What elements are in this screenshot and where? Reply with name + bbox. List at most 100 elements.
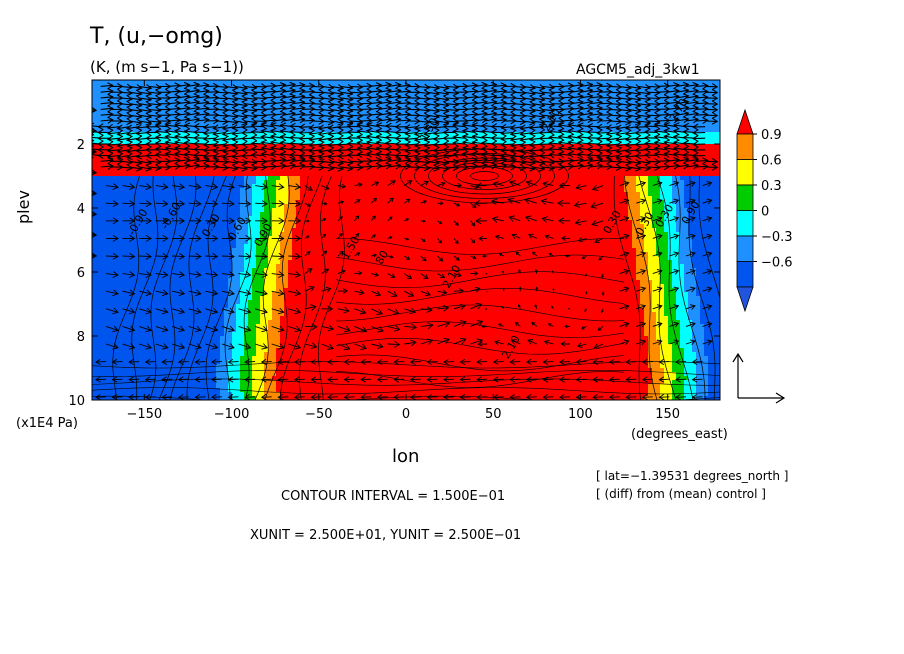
field-cell xyxy=(316,196,321,201)
field-cell xyxy=(492,112,497,117)
field-cell xyxy=(444,144,449,149)
field-cell xyxy=(252,156,257,161)
field-cell xyxy=(520,192,525,197)
field-cell xyxy=(656,128,661,133)
field-cell xyxy=(176,156,181,161)
field-cell xyxy=(340,172,345,177)
field-cell xyxy=(640,116,645,121)
field-cell xyxy=(112,152,117,157)
field-cell xyxy=(668,136,673,141)
field-cell xyxy=(332,88,337,93)
field-cell xyxy=(296,148,301,153)
field-cell xyxy=(680,136,685,141)
field-cell xyxy=(624,96,629,101)
field-cell xyxy=(192,196,197,201)
field-cell xyxy=(276,180,281,185)
field-cell xyxy=(288,144,293,149)
field-cell xyxy=(300,196,305,201)
field-cell xyxy=(292,104,297,109)
field-cell xyxy=(444,88,449,93)
field-cell xyxy=(372,136,377,141)
field-cell xyxy=(260,108,265,113)
field-cell xyxy=(180,80,185,85)
field-cell xyxy=(640,88,645,93)
field-cell xyxy=(164,120,169,125)
field-cell xyxy=(508,128,513,133)
field-cell xyxy=(284,188,289,193)
field-cell xyxy=(540,108,545,113)
field-cell xyxy=(660,156,665,161)
field-cell xyxy=(180,144,185,149)
field-cell xyxy=(360,168,365,173)
field-cell xyxy=(384,200,389,205)
field-cell xyxy=(564,188,569,193)
field-cell xyxy=(180,84,185,89)
field-cell xyxy=(244,124,249,129)
field-cell xyxy=(480,132,485,137)
field-cell xyxy=(596,96,601,101)
field-cell xyxy=(704,140,709,145)
field-cell xyxy=(672,168,677,173)
field-cell xyxy=(712,128,717,133)
field-cell xyxy=(344,116,349,121)
field-cell xyxy=(364,116,369,121)
field-cell xyxy=(140,176,145,181)
field-cell xyxy=(600,120,605,125)
field-cell xyxy=(164,180,169,185)
field-cell xyxy=(564,156,569,161)
field-cell xyxy=(196,120,201,125)
field-cell xyxy=(688,200,693,205)
field-cell xyxy=(472,176,477,181)
field-cell xyxy=(400,80,405,85)
field-cell xyxy=(456,116,461,121)
field-cell xyxy=(524,92,529,97)
field-cell xyxy=(708,80,713,85)
field-cell xyxy=(208,108,213,113)
field-cell xyxy=(392,152,397,157)
field-cell xyxy=(332,92,337,97)
field-cell xyxy=(228,176,233,181)
field-cell xyxy=(488,116,493,121)
field-cell xyxy=(388,168,393,173)
field-cell xyxy=(140,192,145,197)
field-cell xyxy=(428,192,433,197)
field-cell xyxy=(472,200,477,205)
field-cell xyxy=(368,120,373,125)
field-cell xyxy=(364,156,369,161)
field-cell xyxy=(92,168,97,173)
field-cell xyxy=(276,84,281,89)
field-cell xyxy=(436,152,441,157)
field-cell xyxy=(424,200,429,205)
field-cell xyxy=(712,184,717,189)
field-cell xyxy=(372,196,377,201)
field-cell xyxy=(228,196,233,201)
field-cell xyxy=(152,172,157,177)
field-cell xyxy=(268,172,273,177)
field-cell xyxy=(112,108,117,113)
field-cell xyxy=(440,164,445,169)
field-cell xyxy=(684,136,689,141)
field-cell xyxy=(352,120,357,125)
field-cell xyxy=(552,80,557,85)
field-cell xyxy=(252,184,257,189)
field-cell xyxy=(468,104,473,109)
field-cell xyxy=(708,112,713,117)
field-cell xyxy=(92,100,97,105)
field-cell xyxy=(380,140,385,145)
field-cell xyxy=(464,104,469,109)
field-cell xyxy=(596,176,601,181)
field-cell xyxy=(156,172,161,177)
field-cell xyxy=(124,132,129,137)
field-cell xyxy=(660,184,665,189)
field-cell xyxy=(212,172,217,177)
field-cell xyxy=(324,112,329,117)
field-cell xyxy=(520,184,525,189)
field-cell xyxy=(604,176,609,181)
field-cell xyxy=(652,116,657,121)
field-cell xyxy=(184,200,189,205)
field-cell xyxy=(604,104,609,109)
field-cell xyxy=(284,176,289,181)
field-cell xyxy=(568,168,573,173)
field-cell xyxy=(152,140,157,145)
field-cell xyxy=(168,204,173,209)
